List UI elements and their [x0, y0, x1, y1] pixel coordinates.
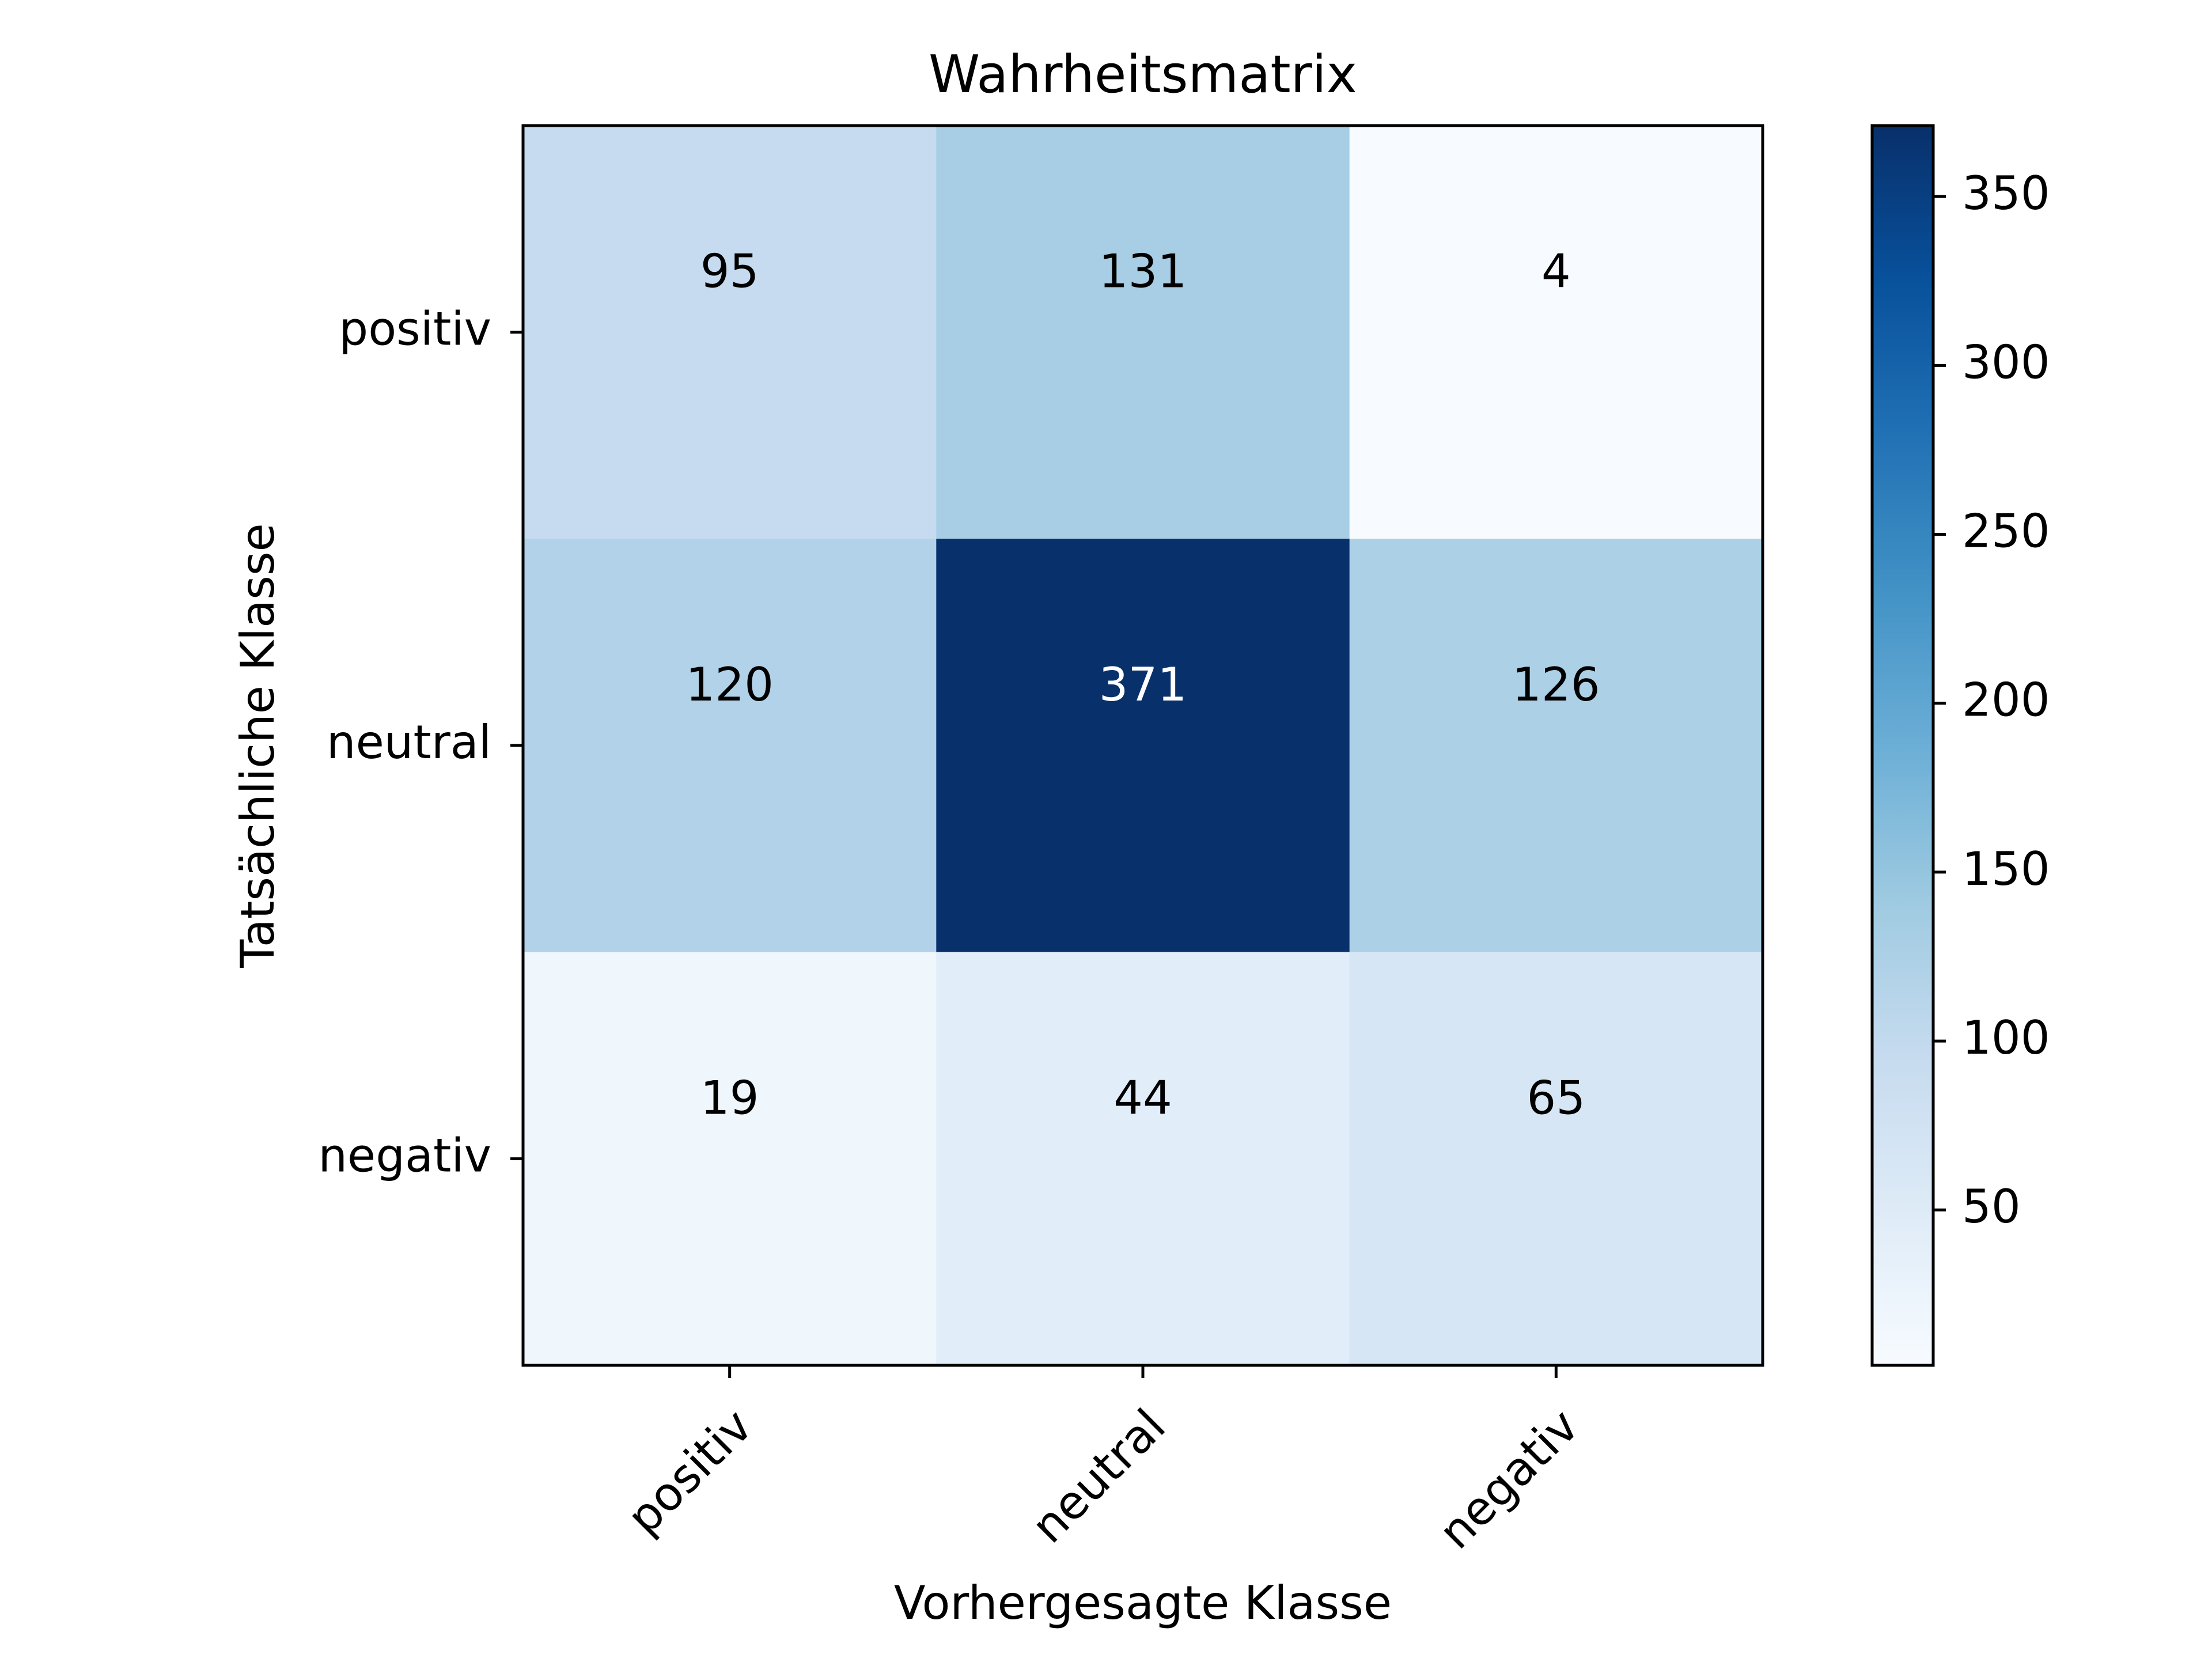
x-axis-ticks: positiv neutral negativ	[617, 1365, 1589, 1559]
y-axis-ticks: positiv neutral negativ	[318, 302, 523, 1182]
cell-value-label: 95	[700, 245, 759, 298]
colorbar-tick-label: 350	[1962, 166, 2050, 220]
cell-value-label: 4	[1541, 245, 1571, 298]
cell-value-label: 126	[1512, 658, 1600, 711]
colorbar-tick-label: 100	[1962, 1011, 2050, 1065]
heatmap-cell	[1349, 126, 1763, 539]
y-tick-label: positiv	[339, 302, 491, 356]
x-tick-label: positiv	[617, 1399, 763, 1544]
colorbar-tick-label: 200	[1962, 673, 2050, 727]
colorbar-tick-label: 50	[1962, 1180, 2021, 1233]
colorbar-ticks: 50 100 150 200 250 300 350	[1933, 166, 2050, 1233]
cell-value-label: 120	[685, 658, 774, 711]
cell-value-label: 65	[1527, 1071, 1585, 1125]
heatmap-cell	[523, 126, 937, 539]
heatmap-cell	[523, 539, 937, 953]
cell-value-label: 371	[1099, 658, 1187, 711]
heatmap-cell	[936, 539, 1350, 953]
heatmap-cell	[523, 952, 937, 1366]
y-tick-label: negativ	[318, 1129, 491, 1182]
heatmap-cell	[936, 126, 1350, 539]
heatmap-cell	[1349, 539, 1763, 953]
cell-value-label: 19	[700, 1071, 759, 1125]
heatmap-cell	[936, 952, 1350, 1366]
colorbar-tick-label: 150	[1962, 842, 2050, 896]
colorbar-tick-label: 300	[1962, 335, 2050, 389]
chart-title: Wahrheitsmatrix	[929, 44, 1357, 105]
colorbar-tick-label: 250	[1962, 504, 2050, 558]
colorbar	[1870, 124, 1935, 1367]
x-tick-label: negativ	[1429, 1399, 1589, 1559]
y-axis-label: Tatsächliche Klasse	[231, 523, 285, 968]
x-axis-label: Vorhergesagte Klasse	[894, 1576, 1392, 1630]
heatmap-cells: 95 131 4 120 371 126 19 44 65	[523, 126, 1763, 1366]
heatmap-cell	[1349, 952, 1763, 1366]
y-tick-label: neutral	[327, 715, 491, 769]
cell-value-label: 44	[1113, 1071, 1172, 1125]
x-tick-label: neutral	[1021, 1399, 1176, 1553]
cell-value-label: 131	[1099, 245, 1187, 298]
